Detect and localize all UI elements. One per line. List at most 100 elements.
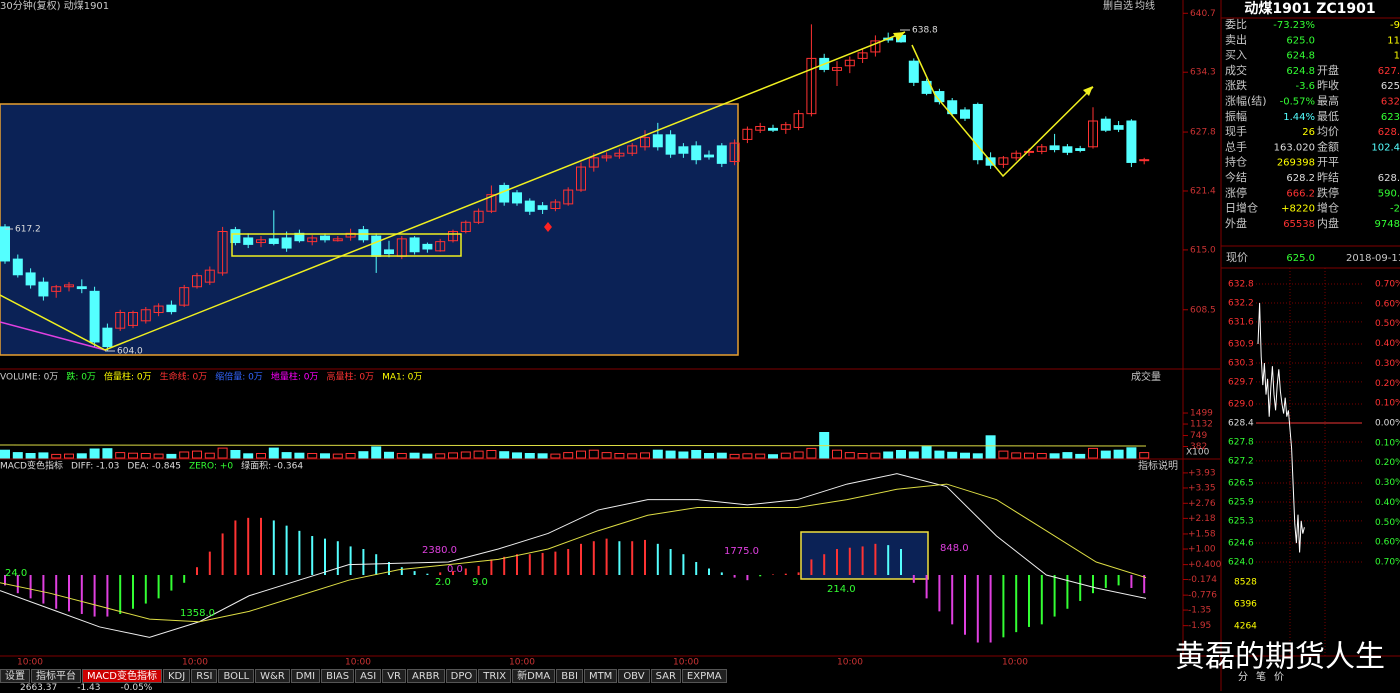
tab[interactable]: W&R: [255, 669, 290, 683]
candle-body: [870, 40, 881, 53]
x-tick-label: 10:00: [673, 658, 699, 668]
tab[interactable]: BIAS: [321, 669, 355, 683]
panel-button[interactable]: 指标说明: [1138, 459, 1178, 472]
vol-label: 4264: [1234, 622, 1257, 632]
price-label: 604.0: [117, 347, 143, 357]
tab[interactable]: SAR: [650, 669, 681, 683]
volume-bar: [384, 451, 394, 459]
quote-label: 振幅: [1225, 109, 1247, 123]
volume-bar: [640, 452, 650, 459]
candle-body: [793, 113, 804, 128]
x-tick-label: 10:00: [345, 658, 371, 668]
volume-bar: [576, 450, 586, 459]
tab[interactable]: DPO: [445, 669, 478, 683]
volume-bar: [243, 453, 254, 459]
candle-body: [332, 238, 343, 242]
volume-bar: [985, 435, 996, 459]
candle-body: [998, 157, 1009, 165]
panel-tab[interactable]: 笔: [1256, 670, 1266, 683]
tab[interactable]: MTM: [583, 669, 618, 683]
candle-body: [217, 230, 228, 274]
status-value: -1.43: [77, 683, 101, 693]
volume-bar: [1024, 452, 1034, 459]
tab[interactable]: BBI: [556, 669, 583, 683]
quote-value: 623: [1381, 112, 1400, 123]
candle-body: [1049, 145, 1060, 151]
tab[interactable]: 新DMA: [512, 669, 556, 683]
y-tick-label: -0.776: [1188, 591, 1217, 601]
candle-body: [409, 237, 420, 253]
y-tick-label: 621.4: [1190, 186, 1216, 196]
candle-body: [12, 258, 23, 276]
pct-label: 0.40%: [1375, 339, 1400, 349]
candle-body: [51, 286, 62, 292]
y-tick-label: +2.18: [1188, 514, 1216, 524]
tab[interactable]: ASI: [355, 669, 382, 683]
tab[interactable]: RSI: [191, 669, 218, 683]
candle-body: [1075, 148, 1086, 151]
trend-line: [0, 321, 106, 351]
tab[interactable]: BOLL: [218, 669, 255, 683]
ma-line: [0, 444, 1147, 447]
candle-body: [371, 235, 382, 257]
candle-body: [256, 239, 266, 244]
volume-bar: [768, 454, 778, 459]
quote-date: 2018-09-11,: [1346, 253, 1400, 264]
signal-marker: [544, 222, 552, 232]
quote-label: 日增仓: [1225, 201, 1258, 215]
tab[interactable]: MACD变色指标: [82, 669, 162, 683]
tab[interactable]: DMI: [290, 669, 321, 683]
price-label: 617.2: [15, 225, 41, 235]
tab[interactable]: 设置: [0, 669, 30, 683]
volume-bar: [12, 452, 23, 459]
y-tick-label: 1132: [1190, 420, 1213, 430]
y-tick-label: 629.7: [1228, 377, 1254, 387]
x-tick-label: 10:00: [837, 658, 863, 668]
volume-bar: [1049, 453, 1060, 459]
candle-body: [1139, 159, 1150, 162]
quote-label: 持仓: [1225, 155, 1247, 169]
highlight-region: [0, 103, 739, 356]
y-tick-label: 608.5: [1190, 305, 1216, 315]
quote-value: 625: [1381, 81, 1400, 92]
pct-label: 0.50%: [1375, 319, 1400, 329]
tab[interactable]: EXPMA: [681, 669, 727, 683]
tab[interactable]: VR: [382, 669, 407, 683]
tab[interactable]: TRIX: [478, 669, 512, 683]
quote-label: 金额: [1317, 139, 1339, 153]
panel-tab[interactable]: 分: [1238, 671, 1248, 683]
tab[interactable]: ARBR: [407, 669, 445, 683]
volume-bar: [704, 453, 714, 459]
candle-body: [691, 145, 702, 161]
pct-label: 0.10%: [1375, 438, 1400, 448]
tab[interactable]: OBV: [618, 669, 650, 683]
price-line: [1257, 302, 1305, 553]
candle-body: [1062, 146, 1073, 153]
toolbar-button[interactable]: 删自选: [1103, 0, 1133, 12]
quote-label: 昨收: [1317, 78, 1339, 92]
volume-bar: [128, 452, 138, 459]
tab[interactable]: 指标平台: [31, 669, 81, 683]
pct-label: 0.20%: [1375, 458, 1400, 468]
quote-value: 624.8: [1286, 66, 1315, 77]
candle-body: [384, 249, 394, 255]
candle-body: [1011, 152, 1022, 159]
panel-button[interactable]: 成交量: [1131, 370, 1161, 383]
toolbar-button[interactable]: 均线: [1135, 0, 1155, 12]
candle-body: [640, 137, 650, 148]
legend-entry: 地量柱: 0万: [271, 371, 319, 383]
quote-value: 590.: [1378, 188, 1400, 199]
panel-tab[interactable]: 价: [1274, 671, 1284, 683]
volume-bar: [307, 453, 318, 459]
volume-bar: [294, 452, 305, 459]
tab[interactable]: KDJ: [162, 669, 191, 683]
macd-annotation: 848.0: [940, 543, 969, 554]
volume-bar: [665, 450, 676, 459]
volume-bar: [25, 453, 36, 459]
volume-bar: [614, 453, 625, 459]
volume-bar: [448, 452, 458, 459]
volume-bar: [844, 452, 855, 459]
volume-bar: [499, 451, 510, 459]
legend-entry: DEA: -0.845: [127, 462, 181, 472]
pct-label: 0.30%: [1375, 359, 1400, 369]
